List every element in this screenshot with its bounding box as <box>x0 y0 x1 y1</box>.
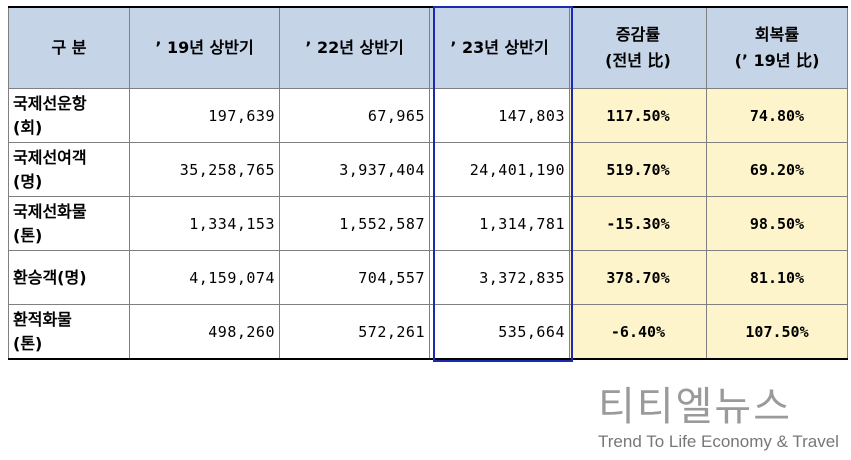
cell-2022: 704,557 <box>279 250 430 305</box>
cell-2022: 572,261 <box>279 304 430 360</box>
stats-table-container: 구 분 ’ 19년 상반기 ’ 22년 상반기 ’ 23년 상반기 증감률 (전년… <box>8 6 848 362</box>
table-row: 국제선여객 (명) 35,258,765 3,937,404 24,401,190… <box>8 142 848 197</box>
row-label: 환적화물 (톤) <box>8 304 130 360</box>
cell-2023: 3,372,835 <box>429 250 570 305</box>
ttl-news-logo: 티티엘뉴스 Trend To Life Economy & Travel <box>598 386 848 456</box>
cell-change: 519.70% <box>569 142 707 197</box>
cell-2019: 4,159,074 <box>129 250 280 305</box>
cell-change: -15.30% <box>569 196 707 251</box>
cell-recovery: 74.80% <box>706 88 848 143</box>
cell-2023: 535,664 <box>429 304 570 360</box>
cell-2019: 35,258,765 <box>129 142 280 197</box>
cell-recovery: 107.50% <box>706 304 848 360</box>
cell-recovery: 98.50% <box>706 196 848 251</box>
header-2019: ’ 19년 상반기 <box>129 6 280 89</box>
table-row: 환승객(명) 4,159,074 704,557 3,372,835 378.7… <box>8 250 848 305</box>
cell-2023: 1,314,781 <box>429 196 570 251</box>
airport-stats-table: 구 분 ’ 19년 상반기 ’ 22년 상반기 ’ 23년 상반기 증감률 (전년… <box>8 6 848 360</box>
row-label: 국제선운항 (회) <box>8 88 130 143</box>
logo-english-text: Trend To Life Economy & Travel <box>598 432 839 451</box>
cell-change: -6.40% <box>569 304 707 360</box>
table-row: 국제선화물 (톤) 1,334,153 1,552,587 1,314,781 -… <box>8 196 848 251</box>
row-label: 국제선화물 (톤) <box>8 196 130 251</box>
cell-2022: 3,937,404 <box>279 142 430 197</box>
cell-change: 378.70% <box>569 250 707 305</box>
row-label: 국제선여객 (명) <box>8 142 130 197</box>
cell-2023: 147,803 <box>429 88 570 143</box>
cell-2023: 24,401,190 <box>429 142 570 197</box>
header-recovery: 회복률 (’ 19년 比) <box>706 6 848 89</box>
cell-change: 117.50% <box>569 88 707 143</box>
header-2023: ’ 23년 상반기 <box>429 6 570 89</box>
header-row: 구 분 ’ 19년 상반기 ’ 22년 상반기 ’ 23년 상반기 증감률 (전년… <box>8 6 848 89</box>
cell-recovery: 69.20% <box>706 142 848 197</box>
cell-2022: 1,552,587 <box>279 196 430 251</box>
cell-2019: 498,260 <box>129 304 280 360</box>
header-category: 구 분 <box>8 6 130 89</box>
cell-2019: 197,639 <box>129 88 280 143</box>
table-row: 환적화물 (톤) 498,260 572,261 535,664 -6.40% 1… <box>8 304 848 360</box>
header-2022: ’ 22년 상반기 <box>279 6 430 89</box>
cell-recovery: 81.10% <box>706 250 848 305</box>
header-change: 증감률 (전년 比) <box>569 6 707 89</box>
cell-2019: 1,334,153 <box>129 196 280 251</box>
row-label: 환승객(명) <box>8 250 130 305</box>
cell-2022: 67,965 <box>279 88 430 143</box>
table-row: 국제선운항 (회) 197,639 67,965 147,803 117.50% … <box>8 88 848 143</box>
logo-korean-text: 티티엘뉴스 <box>598 384 792 430</box>
